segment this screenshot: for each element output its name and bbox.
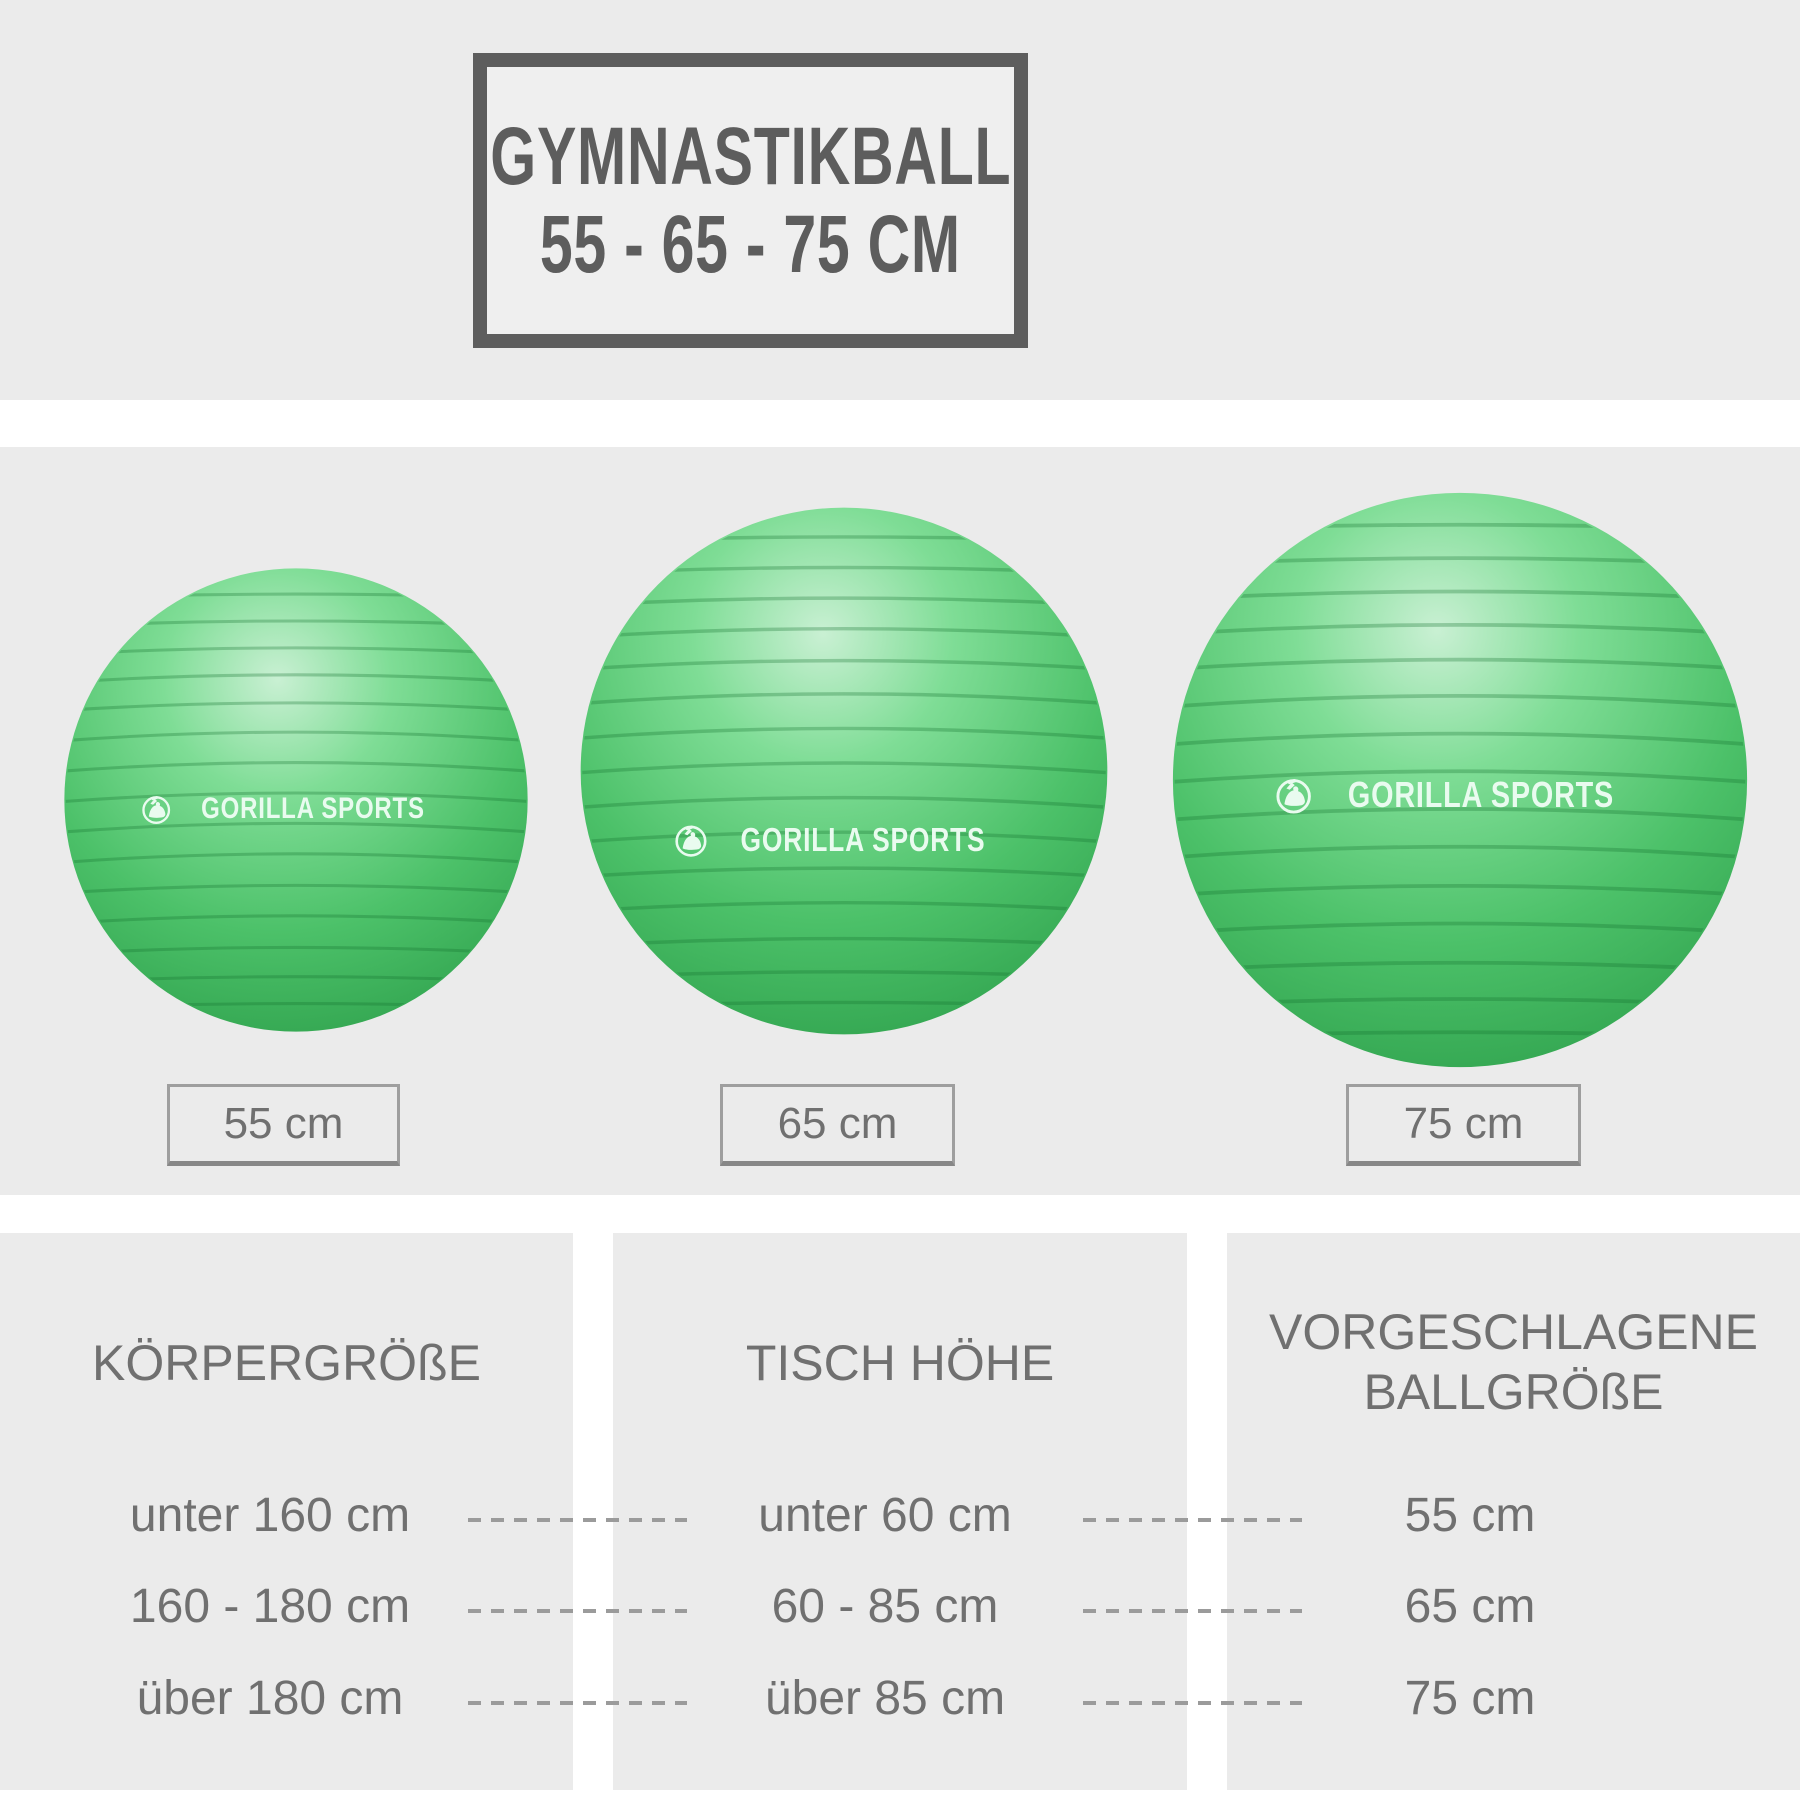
ball-size-value: 65 cm [1404,1579,1536,1633]
gym-ball-75: GORILLA SPORTS [1170,490,1750,1070]
body-height-value: 160 - 180 cm [129,1579,411,1633]
dashed-connector [468,1701,687,1705]
table-height-value: 60 - 85 cm [771,1579,999,1633]
brand-logo: GORILLA SPORTS [1273,774,1648,816]
ball-image [1172,492,1748,1068]
gym-ball-55: GORILLA SPORTS [62,566,530,1034]
ball-image [64,568,528,1032]
brand-logo: GORILLA SPORTS [139,792,453,826]
column-body-height: KÖRPERGRÖßE [0,1233,573,1790]
size-tag-label: 55 cm [223,1099,344,1148]
body-height-value: über 180 cm [136,1671,404,1725]
table-row: unter 160 cm unter 60 cm 55 cm [90,1487,1620,1543]
column-suggested-ball-size: VORGESCHLAGENE BALLGRÖßE [1227,1233,1800,1790]
gorilla-icon [1276,778,1311,814]
title-line-1: GYMNASTIKBALL [489,110,1012,202]
table-height-value: über 85 cm [764,1671,1006,1725]
dashed-connector [1083,1609,1302,1613]
column-header-table-height: TISCH HÖHE [745,1335,1055,1391]
table-height-value: unter 60 cm [758,1488,1012,1542]
ball-size-value: 75 cm [1404,1671,1536,1725]
gorilla-icon [675,825,707,857]
title-box: GYMNASTIKBALL 55 - 65 - 75 CM [473,53,1028,348]
column-table-height: TISCH HÖHE [613,1233,1187,1790]
size-tag-65: 65 cm [720,1084,955,1166]
brand-logo: GORILLA SPORTS [672,821,1016,859]
title-band: GYMNASTIKBALL 55 - 65 - 75 CM [0,0,1800,400]
gorilla-icon [142,796,171,825]
dashed-connector [468,1518,687,1522]
title-line-2: 55 - 65 - 75 CM [540,198,961,290]
dashed-connector [1083,1701,1302,1705]
size-tag-label: 65 cm [777,1099,898,1148]
brand-logo-text: GORILLA SPORTS [1347,773,1615,815]
table-row: 160 - 180 cm 60 - 85 cm 65 cm [90,1578,1620,1634]
brand-logo-text: GORILLA SPORTS [201,792,425,826]
column-header-suggested-ball-size: VORGESCHLAGENE BALLGRÖßE [1268,1304,1758,1420]
dashed-connector [1083,1518,1302,1522]
size-tag-75: 75 cm [1346,1084,1581,1166]
size-tag-label: 75 cm [1403,1099,1524,1148]
product-band: GORILLA SPORTS [0,447,1800,1195]
table-row: über 180 cm über 85 cm 75 cm [90,1670,1620,1726]
brand-logo-text: GORILLA SPORTS [740,821,986,859]
ball-size-value: 55 cm [1404,1488,1536,1542]
column-header-body-height: KÖRPERGRÖßE [92,1335,481,1391]
ball-image [580,507,1108,1035]
size-tag-55: 55 cm [167,1084,400,1166]
body-height-value: unter 160 cm [129,1488,411,1542]
gym-ball-65: GORILLA SPORTS [578,505,1110,1037]
dashed-connector [468,1609,687,1613]
